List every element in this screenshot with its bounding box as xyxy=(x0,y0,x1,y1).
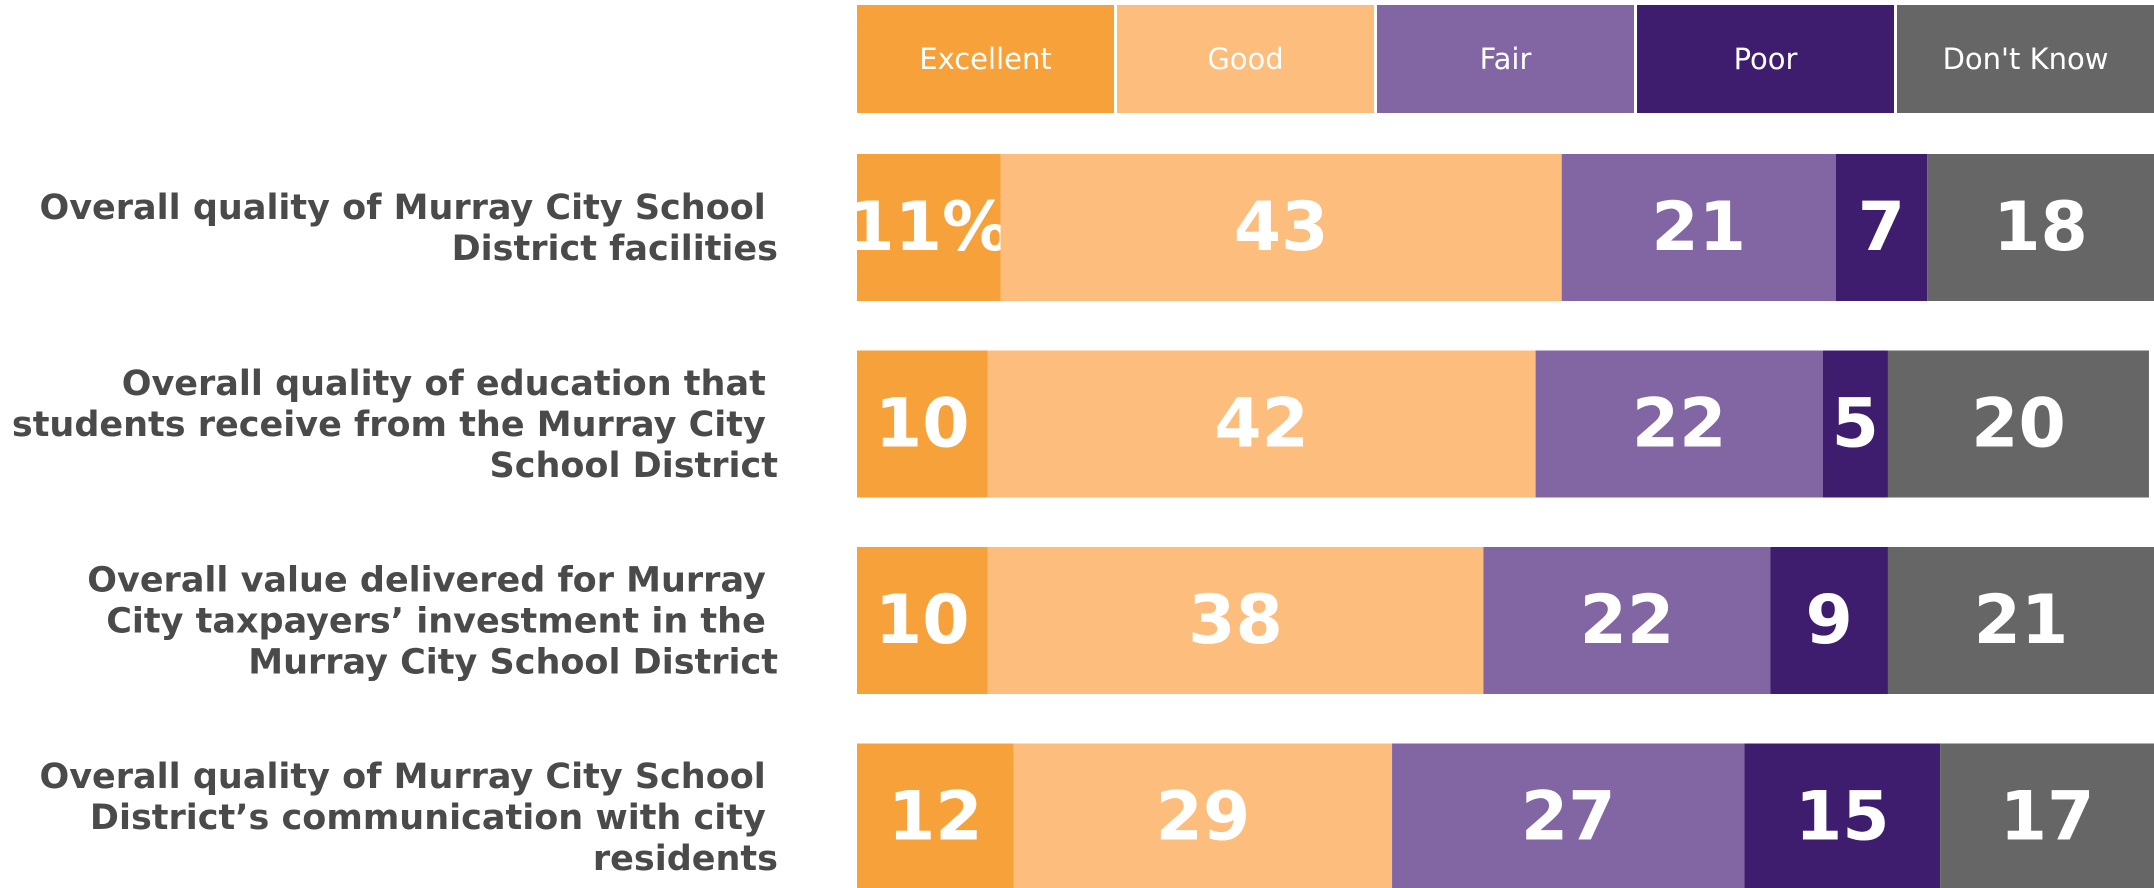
legend-label: Excellent xyxy=(919,42,1051,76)
value-label: 22 xyxy=(1580,581,1675,660)
legend-swatch xyxy=(1897,5,2154,113)
value-label: 38 xyxy=(1188,581,1283,660)
value-label: 9 xyxy=(1806,581,1853,660)
bar-segment xyxy=(1927,154,2154,301)
value-label: 15 xyxy=(1795,778,1890,857)
value-label: 5 xyxy=(1832,385,1879,464)
bar-segment xyxy=(1561,154,1836,301)
bar-segment xyxy=(1535,350,1823,498)
value-label: 27 xyxy=(1521,778,1616,857)
legend-swatch xyxy=(1117,5,1374,113)
bar-segment xyxy=(1887,350,2149,498)
bar-segment xyxy=(857,547,988,694)
value-label: 10 xyxy=(875,385,970,464)
bar-segment xyxy=(857,743,1014,888)
value-label: 10 xyxy=(875,581,970,660)
bar-segment xyxy=(1392,743,1745,888)
bar-segment xyxy=(1483,547,1771,694)
value-label: 18 xyxy=(1993,188,2088,267)
bar-segment xyxy=(1770,547,1888,694)
bar-segment xyxy=(1940,743,2154,888)
value-label: 21 xyxy=(1974,581,2069,660)
bar-segment xyxy=(987,547,1484,694)
bar-segment xyxy=(857,350,988,498)
category-label: Overall quality of Murray City School Di… xyxy=(39,188,778,269)
bar-segment xyxy=(1887,547,2154,694)
legend-label: Poor xyxy=(1734,42,1798,76)
legend-label: Don't Know xyxy=(1943,42,2109,76)
value-label: 22 xyxy=(1632,385,1727,464)
value-label: 42 xyxy=(1214,385,1309,464)
legend-swatch xyxy=(1377,5,1634,113)
category-label: Overall quality of education that studen… xyxy=(12,364,778,486)
value-label: 11% xyxy=(847,188,1010,267)
bar-segment xyxy=(1744,743,1941,888)
legend-label: Good xyxy=(1207,42,1283,76)
bar-segment xyxy=(1013,743,1393,888)
legend-label: Fair xyxy=(1480,42,1532,76)
legend-swatch xyxy=(1637,5,1894,113)
value-label: 7 xyxy=(1858,188,1905,267)
value-label: 12 xyxy=(888,778,983,857)
bar-segment xyxy=(1000,154,1562,301)
bar-segment xyxy=(1835,154,1928,301)
legend-swatch xyxy=(857,5,1114,113)
bar-segment xyxy=(987,350,1536,498)
value-label: 20 xyxy=(1971,385,2066,464)
category-label: Overall quality of Murray City School Di… xyxy=(39,757,778,879)
value-label: 29 xyxy=(1156,778,1251,857)
value-label: 17 xyxy=(2000,778,2095,857)
value-label: 21 xyxy=(1651,188,1746,267)
value-label: 43 xyxy=(1234,188,1329,267)
bar-segment xyxy=(857,154,1001,301)
category-label: Overall value delivered for Murray City … xyxy=(87,561,778,683)
bar-segment xyxy=(1822,350,1888,498)
